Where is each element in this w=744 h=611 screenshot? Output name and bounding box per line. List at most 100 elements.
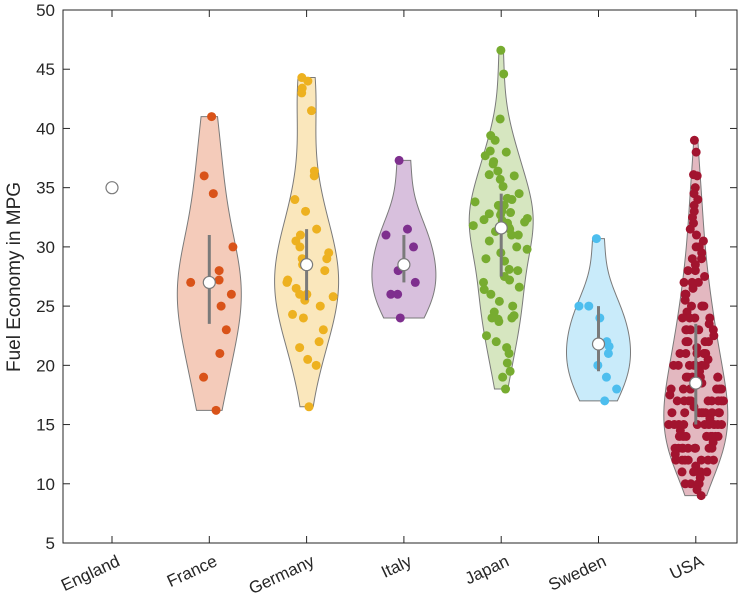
data-point	[504, 348, 514, 358]
data-point	[495, 174, 505, 184]
data-point	[484, 170, 494, 180]
data-point	[693, 277, 703, 287]
data-point	[215, 348, 225, 358]
data-point	[696, 455, 706, 465]
data-point	[603, 348, 613, 358]
data-point	[479, 285, 489, 295]
data-point	[315, 301, 325, 311]
y-tick-label: 20	[36, 356, 55, 375]
data-point	[680, 479, 690, 489]
x-tick-label: France	[164, 551, 220, 591]
data-point	[713, 372, 723, 382]
data-point	[501, 384, 511, 394]
data-point	[297, 88, 307, 98]
data-point	[495, 114, 505, 124]
data-point	[691, 147, 701, 157]
data-point	[509, 171, 519, 181]
y-tick-label: 15	[36, 416, 55, 435]
data-point	[677, 467, 687, 477]
y-tick-label: 10	[36, 475, 55, 494]
data-point	[505, 275, 515, 285]
data-point	[468, 221, 478, 231]
data-point	[226, 289, 236, 299]
violin-layer	[105, 45, 729, 501]
data-point	[409, 242, 419, 252]
x-tick-label: Japan	[462, 551, 512, 588]
data-point	[680, 408, 690, 418]
data-point	[394, 155, 404, 165]
data-point	[667, 408, 677, 418]
data-point	[691, 443, 701, 453]
data-point	[513, 266, 523, 276]
data-point	[484, 209, 494, 219]
data-point	[681, 372, 691, 382]
data-point	[304, 402, 314, 412]
data-point	[303, 354, 313, 364]
data-point	[508, 301, 518, 311]
data-point	[306, 106, 316, 116]
data-point	[683, 266, 693, 276]
data-point	[214, 275, 224, 285]
data-point	[679, 277, 689, 287]
data-point	[480, 151, 490, 161]
data-point	[314, 337, 324, 347]
violin-group-japan	[468, 45, 534, 394]
data-point	[673, 360, 683, 370]
data-point	[584, 301, 594, 311]
data-point	[479, 277, 489, 287]
data-point	[689, 467, 699, 477]
data-point	[207, 112, 217, 122]
data-point	[199, 171, 209, 181]
data-point	[700, 272, 710, 281]
data-point	[697, 301, 707, 311]
median-marker	[300, 258, 314, 272]
median-marker	[202, 275, 216, 290]
data-point	[402, 224, 412, 234]
data-point	[328, 292, 338, 302]
data-point	[574, 301, 584, 311]
data-point	[600, 396, 610, 406]
y-axis-title: Fuel Economy in MPG	[4, 182, 25, 372]
data-point	[295, 289, 305, 299]
data-point	[507, 195, 517, 205]
data-point	[675, 348, 685, 358]
data-point	[702, 431, 712, 441]
data-point	[199, 372, 209, 382]
y-tick-label: 40	[36, 119, 55, 138]
data-point	[704, 337, 714, 347]
data-point	[288, 309, 298, 319]
data-point	[318, 325, 328, 335]
data-point	[494, 296, 504, 306]
data-point	[680, 295, 690, 305]
data-point	[671, 455, 681, 465]
median-marker	[494, 221, 508, 235]
data-point	[612, 384, 622, 394]
median-marker	[689, 376, 703, 390]
data-point	[697, 254, 707, 264]
data-point	[672, 396, 682, 406]
data-point	[679, 396, 689, 406]
data-point	[704, 443, 714, 453]
data-point	[718, 396, 728, 406]
data-point	[484, 236, 494, 246]
data-point	[507, 230, 517, 240]
violin-group-france	[176, 112, 242, 415]
data-point	[301, 206, 311, 216]
data-point	[504, 264, 514, 274]
data-point	[208, 189, 218, 199]
data-point	[696, 491, 706, 501]
data-point	[601, 372, 611, 382]
data-point	[714, 408, 724, 418]
data-point	[506, 208, 516, 218]
data-point	[216, 301, 226, 311]
data-point	[501, 147, 511, 157]
data-point	[677, 313, 687, 323]
violin-group-sweden	[565, 234, 632, 406]
plot-area-frame	[62, 9, 738, 544]
data-point	[688, 283, 698, 293]
data-point	[186, 277, 196, 287]
data-point	[303, 76, 313, 86]
data-point	[488, 159, 498, 169]
data-point	[681, 431, 691, 441]
x-tick-label: Italy	[378, 551, 415, 582]
